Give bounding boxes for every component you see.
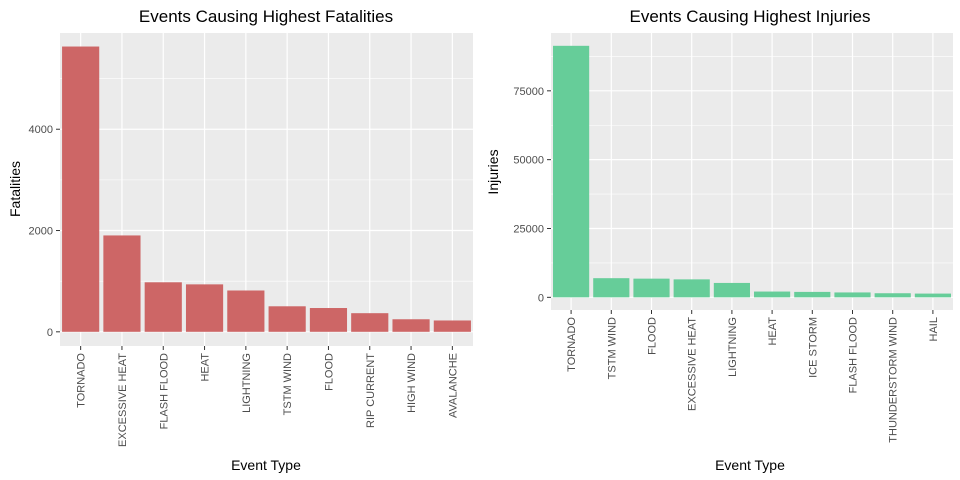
fatalities-x-tick-label: HEAT [200, 353, 212, 382]
injuries-y-tick-label: 0 [538, 292, 544, 304]
fatalities-bar-excessive-heat [103, 235, 141, 332]
fatalities-x-tick-label: TORNADO [76, 353, 88, 408]
fatalities-bar-flash-flood [144, 282, 182, 332]
fatalities-x-tick-label: TSTM WIND [282, 353, 294, 415]
injuries-y-tick-label: 50000 [513, 155, 544, 167]
injuries-bar-tstm-wind [593, 278, 630, 298]
injuries-bar-heat [754, 291, 791, 298]
fatalities-bar-tornado [62, 46, 100, 332]
fatalities-bar-heat [185, 284, 224, 332]
injuries-chart: Events Causing Highest Injuries Event Ty… [485, 7, 953, 473]
injuries-y-axis-title: Injuries [485, 149, 501, 194]
injuries-gridlines [551, 33, 953, 310]
injuries-y-tick-label: 75000 [513, 86, 544, 98]
fatalities-bar-flood [309, 308, 348, 332]
injuries-bar-flash-flood [834, 292, 871, 298]
fatalities-x-tick-label: RIP CURRENT [365, 353, 377, 428]
fatalities-x-tick-label: AVALANCHE [447, 353, 459, 418]
injuries-x-tick-label: ICE STORM [807, 317, 819, 378]
injuries-bar-flood [633, 278, 670, 298]
fatalities-chart: Events Causing Highest Fatalities Event … [7, 7, 473, 473]
fatalities-y-tick-label: 2000 [29, 226, 53, 238]
injuries-bar-hail [914, 293, 951, 298]
fatalities-bar-lightning [227, 290, 265, 332]
fatalities-x-tick-label: FLASH FLOOD [158, 353, 170, 429]
injuries-x-tick-label: EXCESSIVE HEAT [687, 317, 699, 411]
injuries-bar-tornado [553, 45, 590, 298]
fatalities-y-tick-label: 0 [47, 327, 53, 339]
injuries-chart-title: Events Causing Highest Injuries [630, 7, 871, 26]
injuries-x-tick-label: TORNADO [566, 317, 578, 372]
injuries-x-tick-label: THUNDERSTORM WIND [888, 317, 900, 443]
fatalities-x-axis-title: Event Type [231, 457, 301, 473]
injuries-y-tick-label: 25000 [513, 223, 544, 235]
fatalities-bar-rip-current [351, 313, 389, 332]
injuries-x-tick-label: TSTM WIND [606, 317, 618, 379]
injuries-x-tick-label: FLASH FLOOD [848, 317, 860, 393]
injuries-bar-excessive-heat [673, 279, 710, 298]
fatalities-chart-title: Events Causing Highest Fatalities [139, 7, 393, 26]
fatalities-y-axis-title: Fatalities [7, 161, 23, 217]
fatalities-bar-avalanche [433, 320, 471, 332]
injuries-x-tick-label: HEAT [767, 317, 779, 346]
fatalities-x-tick-label: LIGHTNING [241, 353, 253, 413]
injuries-x-axis-title: Event Type [715, 457, 785, 473]
injuries-bar-thunderstorm-wind [874, 293, 911, 298]
injuries-x-tick-label: FLOOD [647, 317, 659, 355]
fatalities-x-tick-label: EXCESSIVE HEAT [117, 353, 129, 447]
fatalities-x-tick-label: HIGH WIND [406, 353, 418, 413]
injuries-x-tick-label: LIGHTNING [727, 317, 739, 377]
injuries-bar-lightning [713, 282, 750, 298]
fatalities-bar-tstm-wind [268, 306, 306, 332]
injuries-plot-background [551, 33, 953, 310]
fatalities-bar-high-wind [392, 319, 430, 332]
fatalities-x-tick-label: FLOOD [323, 353, 335, 391]
injuries-x-tick-label: HAIL [928, 317, 940, 341]
fatalities-y-tick-label: 4000 [29, 124, 53, 136]
injuries-bar-ice-storm [794, 291, 831, 298]
